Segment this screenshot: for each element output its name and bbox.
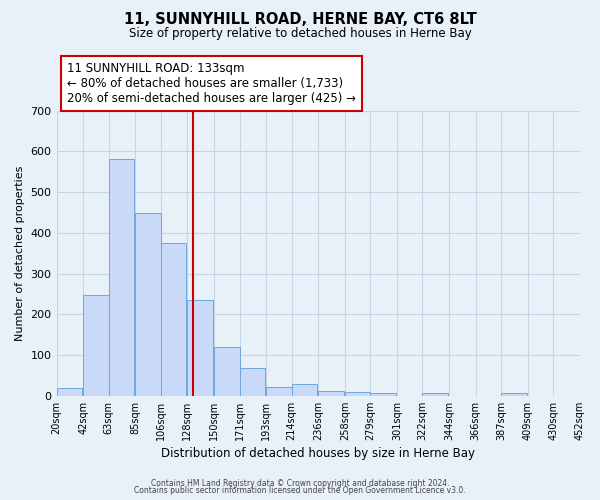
Bar [345, 392, 370, 396]
Bar [83, 295, 109, 396]
Bar [370, 392, 396, 396]
Bar [501, 394, 527, 396]
Bar [56, 388, 82, 396]
Bar [266, 387, 292, 396]
Bar [161, 243, 186, 396]
Text: Contains public sector information licensed under the Open Government Licence v3: Contains public sector information licen… [134, 486, 466, 495]
Y-axis label: Number of detached properties: Number of detached properties [15, 166, 25, 341]
X-axis label: Distribution of detached houses by size in Herne Bay: Distribution of detached houses by size … [161, 447, 475, 460]
Text: 11, SUNNYHILL ROAD, HERNE BAY, CT6 8LT: 11, SUNNYHILL ROAD, HERNE BAY, CT6 8LT [124, 12, 476, 28]
Bar [422, 392, 448, 396]
Bar [214, 347, 239, 396]
Bar [239, 368, 265, 396]
Text: 11 SUNNYHILL ROAD: 133sqm
← 80% of detached houses are smaller (1,733)
20% of se: 11 SUNNYHILL ROAD: 133sqm ← 80% of detac… [67, 62, 356, 105]
Bar [109, 159, 134, 396]
Bar [136, 213, 161, 396]
Text: Size of property relative to detached houses in Herne Bay: Size of property relative to detached ho… [128, 28, 472, 40]
Bar [187, 300, 213, 396]
Bar [292, 384, 317, 396]
Bar [318, 390, 344, 396]
Text: Contains HM Land Registry data © Crown copyright and database right 2024.: Contains HM Land Registry data © Crown c… [151, 478, 449, 488]
